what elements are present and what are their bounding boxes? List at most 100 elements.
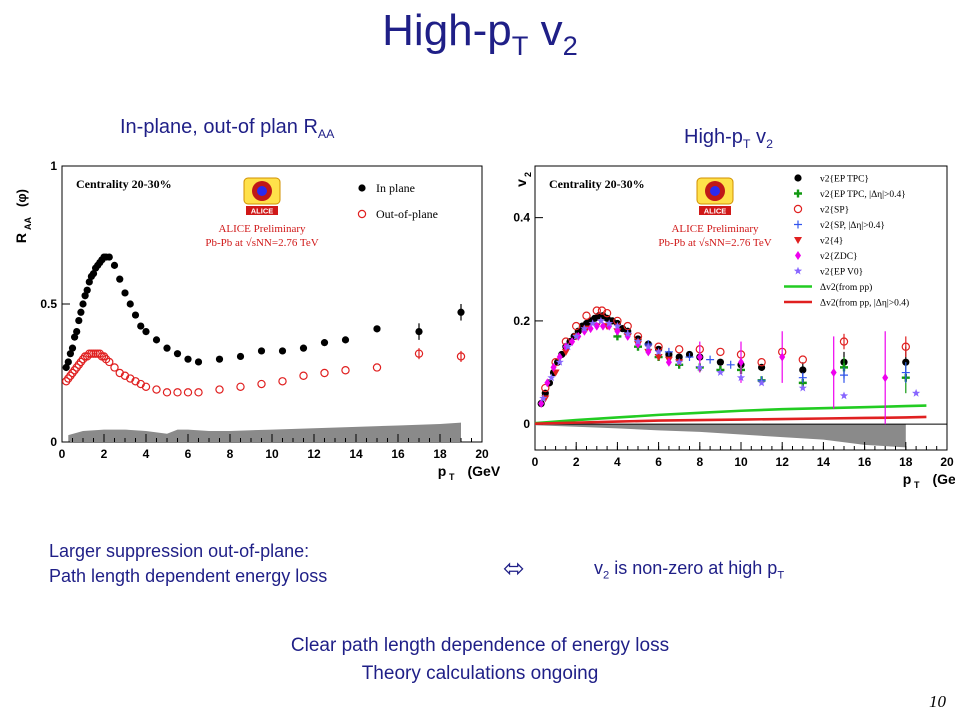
data-point: [194, 388, 203, 397]
suppression-text: Larger suppression out-of-plane: Path le…: [49, 541, 328, 586]
data-point: [75, 316, 83, 325]
data-point: [633, 337, 643, 345]
data-point: [372, 363, 382, 372]
legend-label: v2{SP, |Δη|>0.4}: [820, 221, 885, 231]
x-axis-label-sub: T: [449, 472, 455, 482]
data-point: [798, 373, 807, 382]
conclusion-line-2: Theory calculations ongoing: [361, 663, 599, 684]
data-point: [716, 347, 725, 357]
data-point: [716, 358, 724, 366]
x-tick-label: 8: [696, 455, 703, 469]
data-point: [716, 368, 725, 376]
data-point: [654, 347, 663, 356]
legend-marker: [794, 189, 802, 198]
legend-label: In plane: [376, 181, 415, 195]
x-tick-label: 4: [143, 447, 150, 461]
data-point: [798, 355, 807, 364]
data-point: [62, 363, 70, 372]
data-point: [456, 352, 466, 361]
data-point: [605, 319, 614, 327]
y-axis-label-sub: AA: [23, 217, 33, 230]
data-point: [163, 344, 171, 352]
data-point: [89, 270, 98, 278]
data-point: [597, 306, 607, 315]
legend-label: Out-of-plane: [376, 207, 438, 221]
data-point: [183, 388, 193, 397]
data-point: [71, 333, 79, 341]
y-axis-label: R: [13, 233, 29, 243]
data-point: [131, 311, 140, 319]
data-point: [539, 394, 548, 402]
data-point: [839, 337, 849, 346]
data-point: [587, 324, 594, 334]
systematic-band: [68, 422, 462, 442]
y-tick-label: 0: [523, 417, 530, 431]
data-point: [635, 339, 641, 349]
legend-marker: [793, 204, 803, 214]
page-number: 10: [929, 692, 946, 711]
data-point: [695, 363, 704, 371]
data-point: [162, 388, 172, 397]
x-tick-label: 10: [734, 455, 748, 469]
centrality-label: Centrality 20-30%: [76, 177, 172, 191]
data-point: [550, 362, 557, 372]
data-point: [644, 342, 653, 351]
data-point: [839, 391, 849, 400]
conclusion-line-1: Clear path length dependence of energy l…: [290, 635, 670, 656]
data-point: [726, 360, 735, 369]
x-tick-label: 0: [532, 455, 539, 469]
legend-label: v2{EP V0}: [820, 268, 863, 278]
x-axis-label-sub: T: [914, 480, 920, 490]
data-point: [563, 342, 572, 351]
right-chart-caption: High-pT v2: [684, 126, 773, 151]
data-point: [85, 278, 93, 286]
data-point: [215, 385, 224, 394]
data-point: [77, 308, 85, 316]
data-point: [547, 373, 556, 382]
x-tick-label: 6: [185, 447, 192, 461]
data-point: [830, 368, 837, 378]
data-point: [675, 357, 684, 366]
x-tick-label: 2: [573, 455, 580, 469]
data-point: [592, 306, 602, 315]
legend-label: v2{ZDC}: [820, 252, 858, 262]
slide-title: High-pT v2: [382, 6, 578, 61]
data-point: [79, 300, 87, 308]
data-point: [173, 388, 182, 397]
data-point: [596, 316, 605, 325]
legend-marker: [793, 266, 803, 275]
system-label: Pb-Pb at √sNN=2.76 TeV: [205, 237, 318, 249]
x-tick-label: 12: [307, 447, 321, 461]
centrality-label: Centrality 20-30%: [549, 177, 645, 191]
data-point: [299, 344, 308, 352]
v2-chart: 0 2 4 6 8 10 12 14 16 18 20 0 0.2 0.4 pT (GeV/c) Central…: [513, 165, 955, 490]
data-point: [215, 355, 224, 363]
x-tick-label: 18: [433, 447, 447, 461]
x-tick-label: 0: [59, 447, 66, 461]
data-point: [257, 347, 266, 355]
legend-label: Δv2(from pp): [820, 282, 872, 293]
data-point: [902, 358, 910, 366]
data-point: [582, 311, 591, 320]
legend-label: v2{SP}: [820, 206, 849, 216]
y-tick-label: 0: [50, 435, 57, 449]
x-tick-label: 2: [101, 447, 108, 461]
data-point: [116, 275, 124, 283]
data-point: [757, 358, 766, 367]
data-point: [736, 373, 746, 382]
y-axis-label-sub: 2: [523, 172, 533, 177]
data-point: [341, 366, 350, 375]
data-point: [779, 352, 786, 362]
data-point: [614, 326, 621, 336]
data-point: [706, 355, 715, 364]
system-label: Pb-Pb at √sNN=2.76 TeV: [658, 237, 771, 249]
data-point: [415, 328, 423, 336]
data-point: [572, 332, 581, 340]
raa-chart: 0 2 4 6 8 10 12 14 16 18 20 0 0.5 1 pT (GeV/c) Centralit…: [13, 159, 500, 482]
x-tick-label: 18: [899, 455, 913, 469]
data-point: [299, 371, 308, 380]
data-point: [236, 352, 245, 361]
data-point: [685, 353, 694, 362]
y-axis-label: v: [513, 179, 529, 187]
data-point: [901, 368, 910, 377]
